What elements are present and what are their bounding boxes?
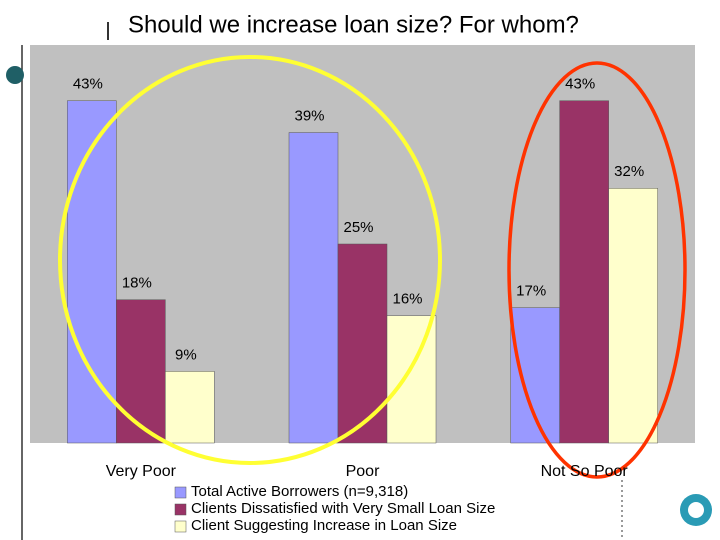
bar	[288, 132, 339, 444]
legend-label: Clients Dissatisfied with Very Small Loa…	[191, 500, 495, 517]
highlight-circle	[58, 55, 442, 465]
data-label: 43%	[565, 76, 595, 93]
data-label: 16%	[392, 291, 422, 308]
legend-label: Client Suggesting Increase in Loan Size	[191, 517, 457, 534]
chart-title: Should we increase loan size? For whom?	[128, 11, 579, 38]
legend-swatch	[174, 503, 187, 516]
logo-mark-inner	[688, 502, 704, 518]
data-label: 18%	[122, 275, 152, 292]
data-label: 39%	[294, 108, 324, 125]
data-label: 25%	[343, 219, 373, 236]
legend-swatch	[174, 520, 187, 533]
bar	[165, 371, 215, 444]
data-label: 17%	[516, 283, 546, 300]
x-tick-label: Not So Poor	[541, 463, 629, 480]
data-label: 32%	[614, 163, 644, 180]
x-tick-label: Poor	[346, 463, 380, 480]
bullet	[6, 66, 24, 84]
bar	[510, 307, 560, 444]
logo	[680, 494, 712, 526]
bar	[116, 299, 166, 444]
bar	[337, 243, 388, 444]
bar	[559, 100, 609, 444]
legend-label: Total Active Borrowers (n=9,318)	[191, 483, 408, 500]
bar	[67, 100, 117, 444]
x-tick-label: Very Poor	[106, 463, 177, 480]
bar	[608, 188, 658, 444]
data-label: 9%	[175, 346, 197, 363]
bars	[67, 100, 658, 444]
legend-swatch	[174, 486, 187, 499]
highlight-ellipse	[507, 61, 687, 479]
data-label: 43%	[73, 76, 103, 93]
